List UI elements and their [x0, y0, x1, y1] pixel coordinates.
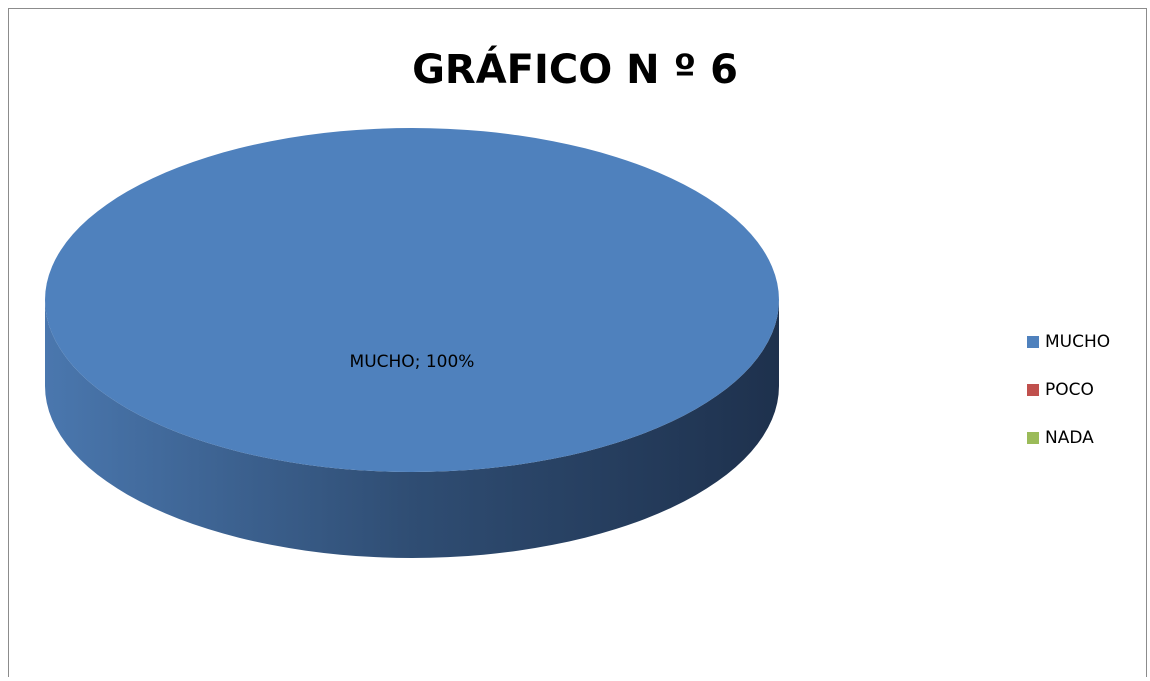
legend-swatch [1027, 384, 1039, 396]
legend-swatch [1027, 432, 1039, 444]
data-label: MUCHO; 100% [350, 352, 475, 372]
pie-side [45, 300, 779, 558]
chart-title: GRÁFICO N º 6 [412, 45, 738, 93]
legend-swatch [1027, 336, 1039, 348]
pie-slice [45, 128, 779, 472]
legend-label: NADA [1045, 428, 1094, 448]
legend-label: MUCHO [1045, 332, 1110, 352]
legend-label: POCO [1045, 380, 1094, 400]
